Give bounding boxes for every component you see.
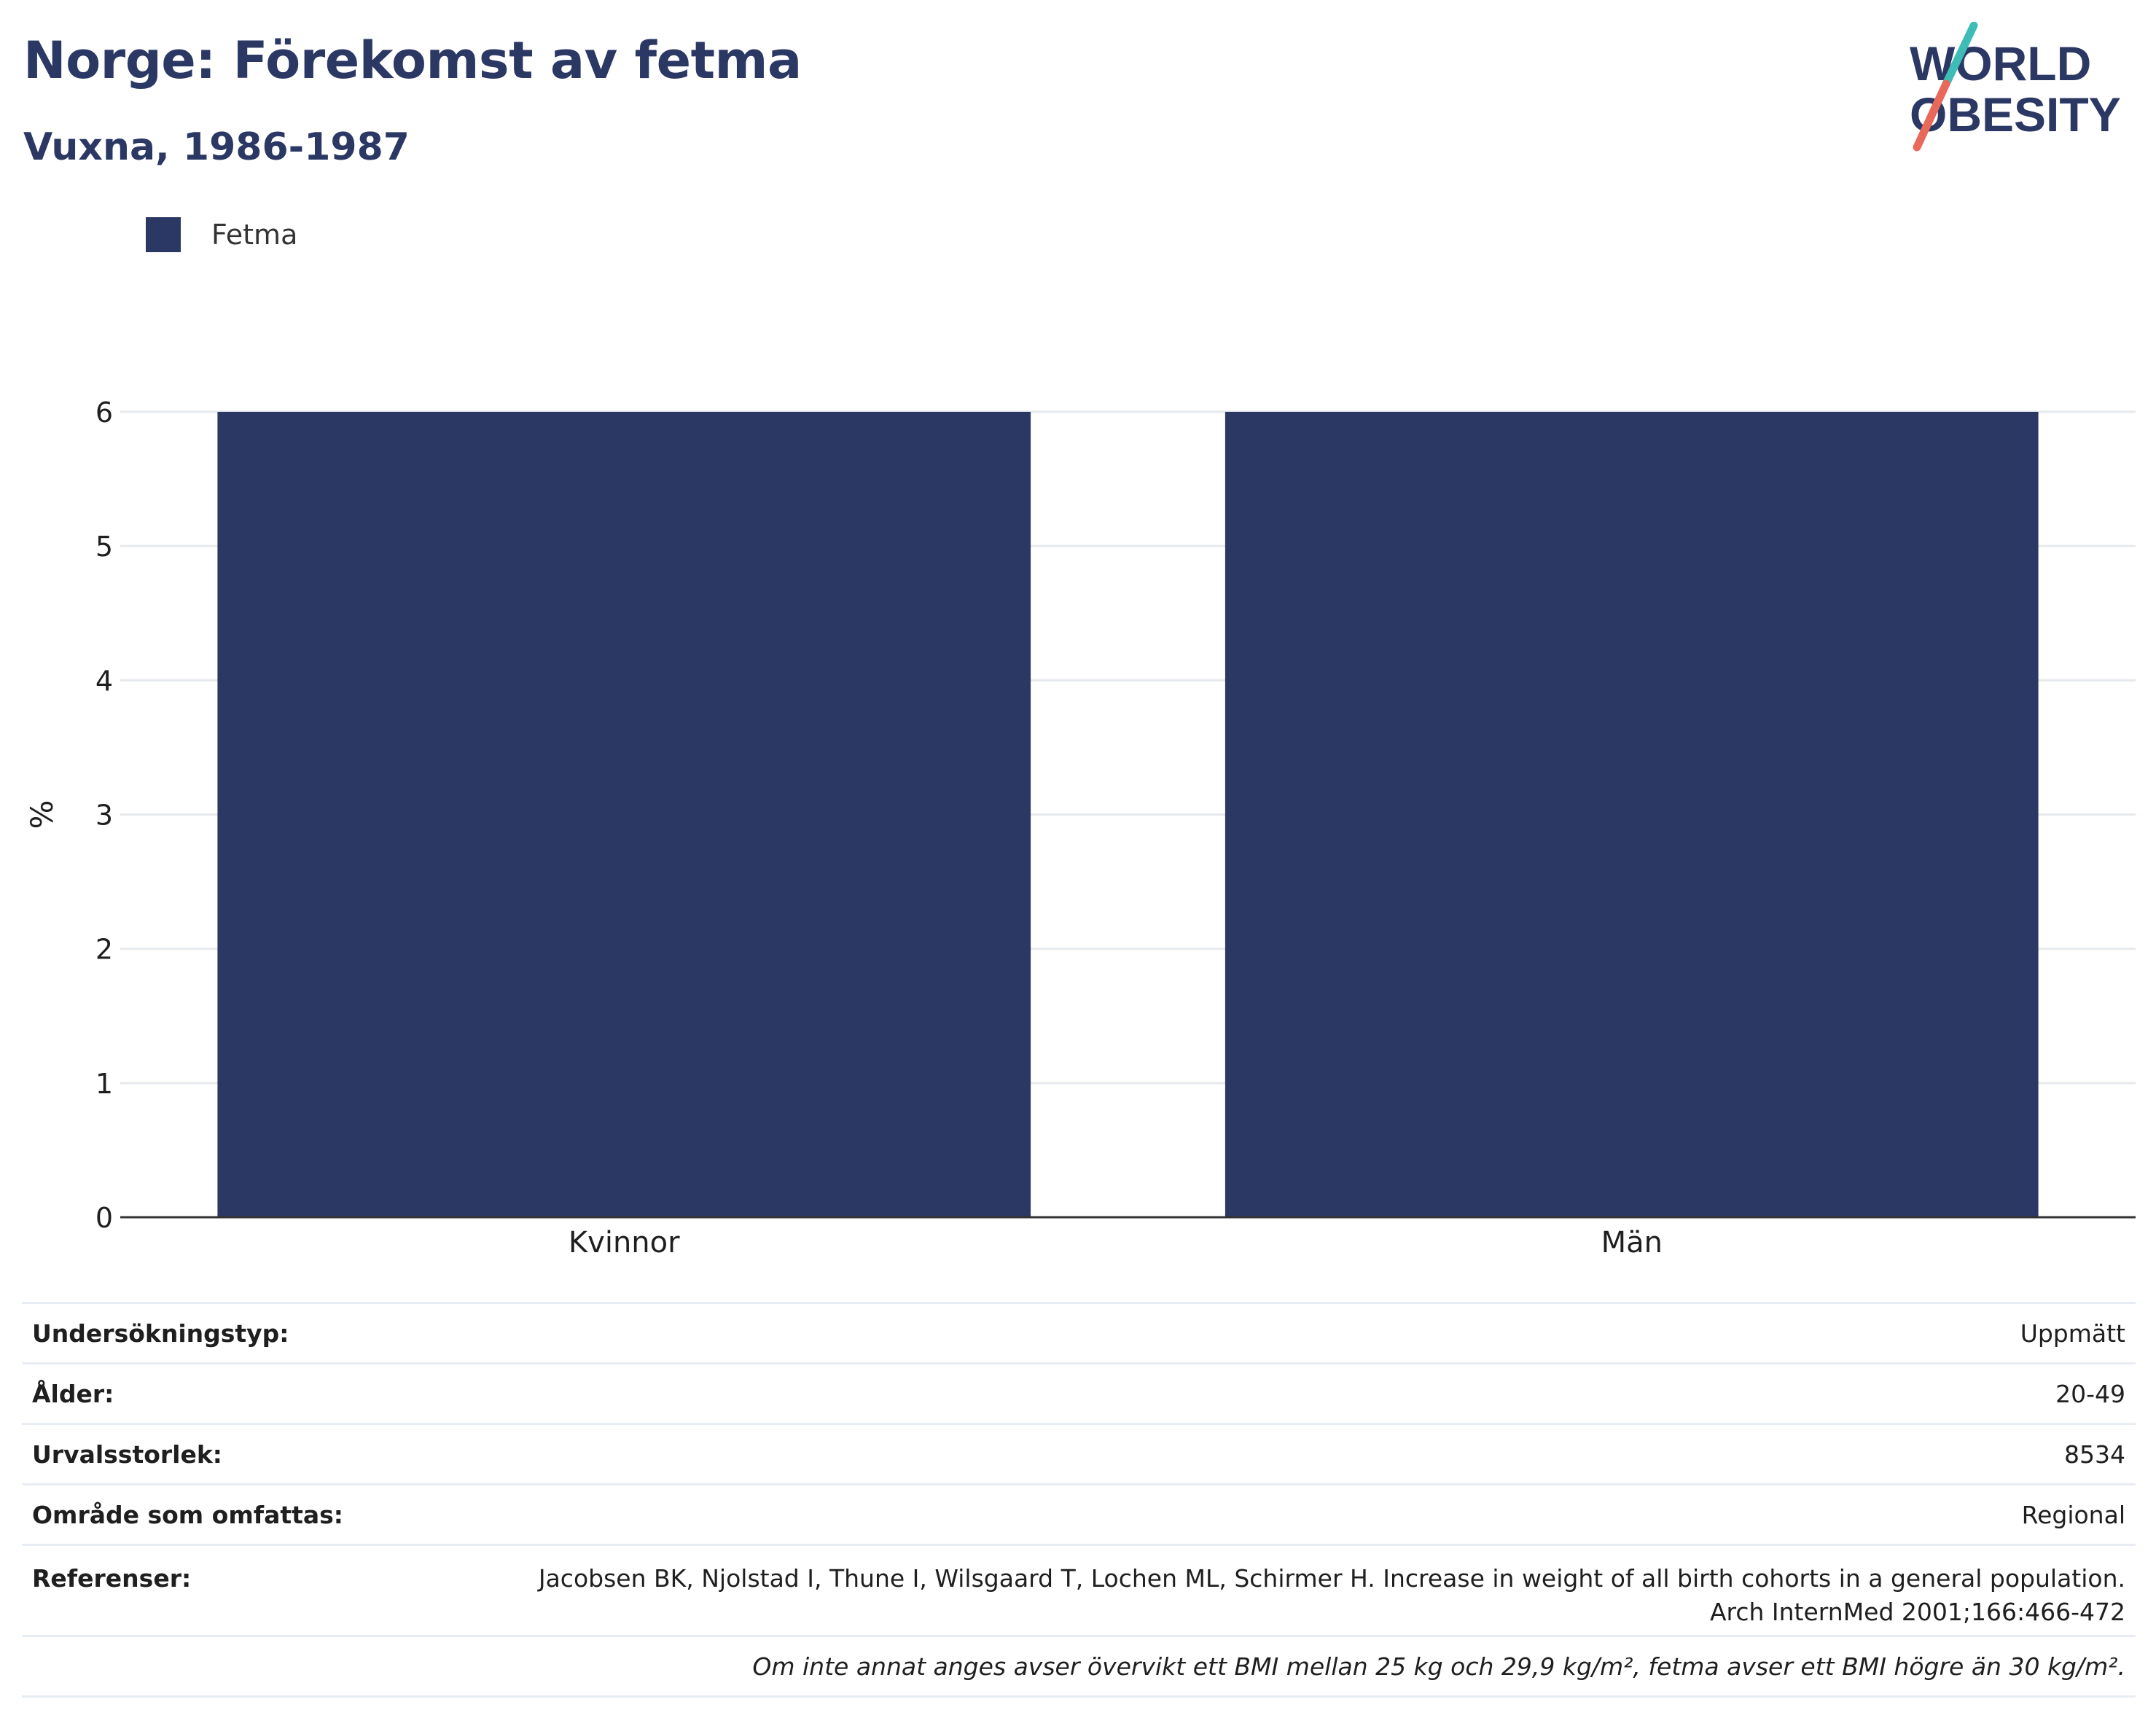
info-value: 8534 — [383, 1423, 2136, 1485]
info-row-area: Område som omfattas: Regional — [22, 1483, 2136, 1545]
bar-chart: 0 1 2 3 4 5 6% Kvinnor Män — [24, 397, 2136, 1260]
info-row-references: Referenser: Jacobsen BK, Njolstad I, Thu… — [22, 1544, 2136, 1636]
reference-line-1: Jacobsen BK, Njolstad I, Thune I, Wilsga… — [538, 1564, 2125, 1593]
logo-slash-teal — [1942, 22, 1978, 88]
bar-kvinnor — [217, 412, 1031, 1217]
info-key: Urvalsstorlek: — [22, 1423, 384, 1485]
logo-line-world: WORLD — [1910, 36, 2091, 90]
y-tick-label: 0 — [95, 1202, 113, 1234]
y-tick-label: 3 — [95, 800, 113, 832]
table-bottom-border — [22, 1695, 2136, 1698]
info-row-survey-type: Undersökningstyp: Uppmätt — [22, 1302, 2136, 1364]
legend-swatch-fetma — [146, 217, 181, 252]
info-key: Område som omfattas: — [22, 1483, 384, 1545]
info-row-age: Ålder: 20-49 — [22, 1362, 2136, 1424]
page-title: Norge: Förekomst av fetma — [23, 31, 802, 90]
info-value: Uppmätt — [383, 1302, 2136, 1364]
chart-legend: Fetma — [146, 217, 297, 252]
info-key: Ålder: — [22, 1362, 384, 1424]
x-tick-label: Kvinnor — [569, 1226, 680, 1260]
world-obesity-logo: WORLD OBESITY — [1910, 22, 2121, 152]
y-tick-label: 2 — [95, 934, 113, 966]
info-value: 20-49 — [383, 1362, 2136, 1424]
y-axis-title: % — [24, 800, 60, 829]
info-value: Jacobsen BK, Njolstad I, Thune I, Wilsga… — [383, 1544, 2136, 1636]
info-value: Regional — [383, 1483, 2136, 1545]
y-tick-label: 6 — [95, 397, 113, 429]
y-tick-label: 5 — [95, 531, 113, 563]
y-tick-label: 4 — [95, 665, 113, 697]
reference-line-2: Arch InternMed 2001;166:466-472 — [1709, 1598, 2125, 1626]
logo-slash-coral — [1913, 79, 1950, 152]
info-key: Referenser: — [22, 1544, 384, 1636]
bar-män — [1225, 412, 2039, 1217]
logo-line-obesity: OBESITY — [1910, 87, 2121, 141]
legend-label-fetma: Fetma — [211, 219, 298, 251]
x-tick-label: Män — [1601, 1226, 1663, 1260]
y-tick-label: 1 — [95, 1068, 113, 1100]
survey-info-table: Undersökningstyp: Uppmätt Ålder: 20-49 U… — [22, 1302, 2136, 1698]
info-row-sample-size: Urvalsstorlek: 8534 — [22, 1423, 2136, 1485]
page-subtitle: Vuxna, 1986-1987 — [23, 125, 410, 169]
info-key: Undersökningstyp: — [22, 1302, 384, 1364]
bmi-note: Om inte annat anges avser övervikt ett B… — [22, 1635, 2136, 1697]
info-row-note: Om inte annat anges avser övervikt ett B… — [22, 1635, 2136, 1697]
